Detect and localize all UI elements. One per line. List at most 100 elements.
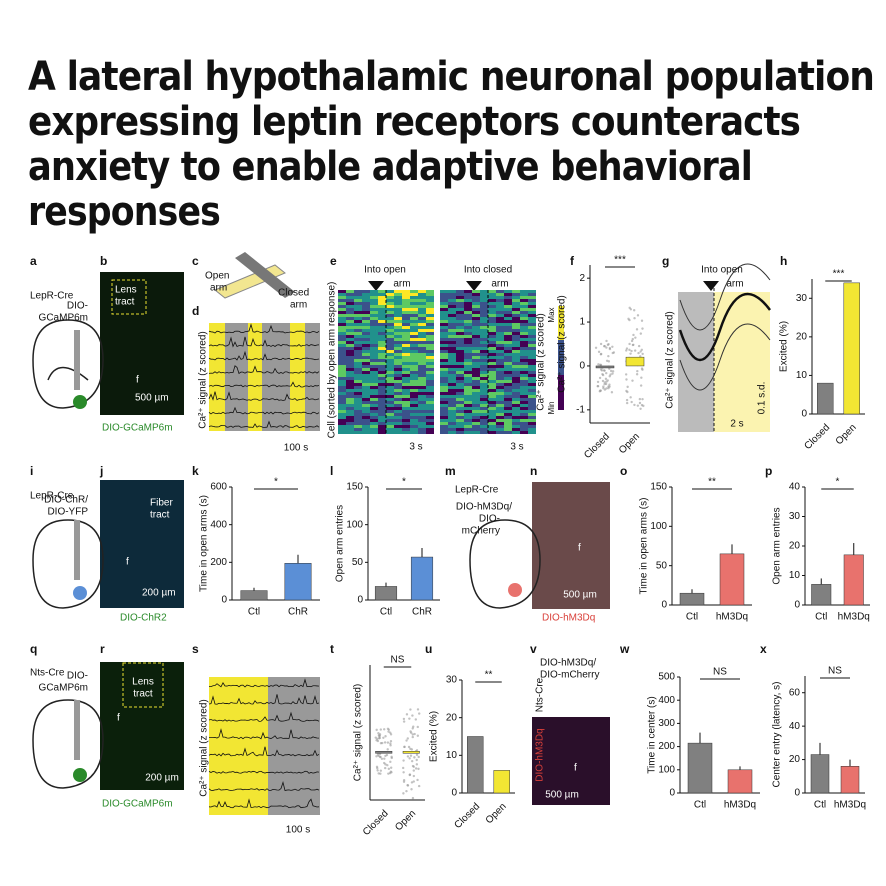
dot bbox=[410, 788, 413, 791]
heatmap-cell bbox=[338, 338, 346, 341]
label: Ca²⁺ signal (z scored) bbox=[199, 699, 210, 797]
heatmap-cell bbox=[464, 308, 472, 311]
y-tick-label: 30 bbox=[789, 511, 801, 522]
y-tick-label: 10 bbox=[789, 570, 801, 581]
heatmap-cell bbox=[488, 383, 496, 386]
heatmap-cell bbox=[402, 407, 410, 410]
label: LepR-Cre bbox=[455, 485, 499, 496]
heatmap-cell bbox=[402, 296, 410, 299]
heatmap-cell bbox=[512, 398, 520, 401]
heatmap-cell bbox=[488, 365, 496, 368]
dot bbox=[387, 767, 391, 771]
heatmap-cell bbox=[362, 335, 370, 338]
heatmap-cell bbox=[464, 311, 472, 314]
heatmap-cell bbox=[362, 377, 370, 380]
heatmap-cell bbox=[528, 332, 536, 335]
heatmap-cell bbox=[472, 386, 480, 389]
heatmap-cell bbox=[338, 347, 346, 350]
heatmap-cell bbox=[472, 431, 480, 434]
heatmap-cell bbox=[394, 425, 402, 428]
heatmap-cell bbox=[402, 374, 410, 377]
heatmap-cell bbox=[370, 377, 378, 380]
heatmap-cell bbox=[386, 398, 394, 401]
dot bbox=[633, 317, 636, 320]
dot bbox=[386, 764, 389, 767]
heatmap-cell bbox=[472, 332, 480, 335]
dot bbox=[639, 355, 642, 358]
label: LepR-Cre bbox=[30, 491, 74, 502]
heatmap-cell bbox=[464, 350, 472, 353]
heatmap-cell bbox=[512, 332, 520, 335]
heatmap-cell bbox=[346, 404, 354, 407]
heatmap-cell bbox=[512, 374, 520, 377]
heatmap-cell bbox=[520, 374, 528, 377]
x-tick-label: ChR bbox=[288, 607, 308, 618]
heatmap-cell bbox=[496, 404, 504, 407]
heatmap-cell bbox=[402, 347, 410, 350]
x-tick-label: Closed bbox=[802, 422, 832, 452]
heatmap-cell bbox=[386, 320, 394, 323]
heatmap-cell bbox=[410, 431, 418, 434]
y-tick-label: 0 bbox=[221, 595, 227, 606]
heatmap-cell bbox=[520, 320, 528, 323]
heatmap-cell bbox=[504, 392, 512, 395]
y-axis-label: Center entry (latency, s) bbox=[772, 682, 783, 788]
heatmap-cell bbox=[464, 296, 472, 299]
heatmap-cell bbox=[512, 389, 520, 392]
x-tick-label: Closed bbox=[452, 801, 482, 831]
heatmap-cell bbox=[512, 407, 520, 410]
heatmap-cell bbox=[370, 302, 378, 305]
dot bbox=[628, 348, 631, 352]
heatmap-cell bbox=[456, 407, 464, 410]
heatmap-cell bbox=[464, 392, 472, 395]
heatmap-cell bbox=[402, 308, 410, 311]
heatmap-cell bbox=[488, 431, 496, 434]
heatmap-cell bbox=[338, 365, 346, 368]
heatmap-cell bbox=[528, 407, 536, 410]
heatmap-cell bbox=[386, 359, 394, 362]
heatmap-cell bbox=[456, 290, 464, 293]
panel-letter: w bbox=[619, 642, 630, 656]
dot bbox=[415, 758, 418, 762]
y-tick-label: 60 bbox=[789, 687, 801, 698]
heatmap-cell bbox=[472, 407, 480, 410]
heatmap-cell bbox=[402, 323, 410, 326]
heatmap-cell bbox=[362, 296, 370, 299]
mean-bar bbox=[402, 751, 420, 754]
heatmap-cell bbox=[426, 377, 434, 380]
heatmap-cell bbox=[386, 425, 394, 428]
heatmap-cell bbox=[362, 347, 370, 350]
heatmap-cell bbox=[528, 431, 536, 434]
heatmap-cell bbox=[386, 347, 394, 350]
dot bbox=[608, 383, 611, 386]
heatmap-cell bbox=[504, 314, 512, 317]
heatmap-cell bbox=[448, 293, 456, 296]
y-tick-label: -1 bbox=[576, 404, 585, 415]
heatmap-cell bbox=[378, 317, 386, 320]
heatmap-cell bbox=[354, 353, 362, 356]
heatmap-cell bbox=[426, 344, 434, 347]
heatmap-cell bbox=[418, 311, 426, 314]
heatmap-cell bbox=[520, 386, 528, 389]
y-tick-label: 0 bbox=[451, 788, 457, 799]
heatmap-cell bbox=[386, 404, 394, 407]
heatmap-cell bbox=[378, 320, 386, 323]
label: 500 µm bbox=[135, 393, 169, 404]
dot bbox=[625, 389, 628, 393]
heatmap-cell bbox=[402, 398, 410, 401]
heatmap-cell bbox=[448, 413, 456, 416]
heatmap-cell bbox=[418, 419, 426, 422]
heatmap-cell bbox=[362, 428, 370, 431]
heatmap-cell bbox=[346, 431, 354, 434]
heatmap-cell bbox=[354, 425, 362, 428]
heatmap-cell bbox=[456, 317, 464, 320]
heatmap-cell bbox=[418, 386, 426, 389]
dot bbox=[628, 318, 631, 322]
heatmap-cell bbox=[512, 383, 520, 386]
dot bbox=[603, 369, 606, 372]
heatmap-cell bbox=[520, 398, 528, 401]
heatmap-cell bbox=[512, 425, 520, 428]
heatmap-cell bbox=[394, 314, 402, 317]
heatmap-cell bbox=[528, 326, 536, 329]
heatmap-cell bbox=[354, 344, 362, 347]
